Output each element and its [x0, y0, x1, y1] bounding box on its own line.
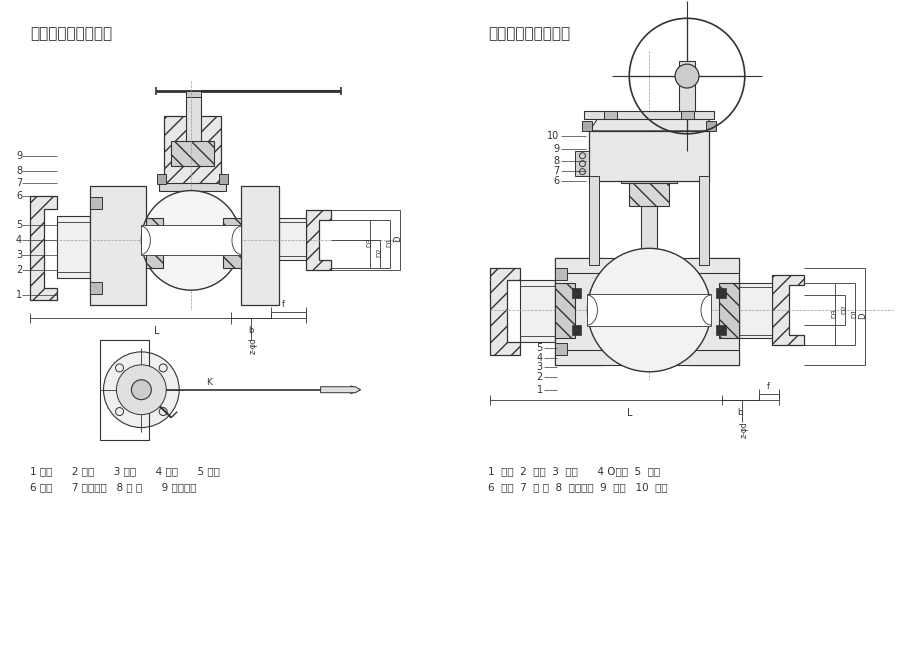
- Text: 6 阀杆      7 平面轴承   8 填 料      9 填料压盖: 6 阀杆 7 平面轴承 8 填 料 9 填料压盖: [29, 482, 196, 492]
- Circle shape: [117, 365, 166, 415]
- Polygon shape: [305, 210, 330, 270]
- Polygon shape: [241, 186, 278, 305]
- Polygon shape: [278, 219, 305, 260]
- Polygon shape: [718, 283, 738, 338]
- Polygon shape: [320, 387, 360, 393]
- Polygon shape: [573, 151, 589, 176]
- Polygon shape: [738, 283, 771, 338]
- Polygon shape: [186, 91, 201, 97]
- Bar: [715, 325, 725, 335]
- Polygon shape: [89, 282, 101, 294]
- Polygon shape: [678, 61, 694, 111]
- Text: D2: D2: [841, 304, 846, 314]
- Polygon shape: [186, 96, 201, 141]
- Polygon shape: [146, 219, 163, 268]
- Bar: [587, 294, 710, 326]
- Polygon shape: [698, 176, 709, 265]
- Polygon shape: [629, 180, 668, 206]
- Polygon shape: [688, 258, 738, 365]
- Text: 3: 3: [536, 362, 542, 372]
- Text: 浮动球阀构造示意图: 浮动球阀构造示意图: [29, 26, 112, 41]
- Polygon shape: [489, 268, 519, 355]
- Circle shape: [587, 248, 710, 372]
- Polygon shape: [589, 131, 709, 180]
- Polygon shape: [620, 176, 676, 183]
- Polygon shape: [604, 111, 617, 119]
- Polygon shape: [554, 268, 566, 280]
- Polygon shape: [89, 186, 146, 305]
- Polygon shape: [171, 141, 214, 166]
- Polygon shape: [641, 201, 656, 258]
- Polygon shape: [554, 343, 566, 355]
- Text: D: D: [392, 235, 402, 242]
- Text: 9: 9: [16, 151, 22, 161]
- Text: 6: 6: [16, 191, 22, 201]
- Text: 8: 8: [553, 156, 559, 166]
- Text: D3: D3: [366, 238, 372, 247]
- Text: D2: D2: [376, 247, 382, 257]
- Text: 4: 4: [536, 353, 542, 363]
- Text: 7: 7: [552, 165, 559, 176]
- Text: 8: 8: [16, 165, 22, 176]
- Text: b: b: [248, 326, 254, 335]
- Text: z-φd: z-φd: [739, 421, 748, 438]
- Text: 6: 6: [553, 176, 559, 186]
- Polygon shape: [89, 197, 101, 208]
- Polygon shape: [57, 217, 89, 278]
- Text: L: L: [153, 326, 159, 336]
- Polygon shape: [554, 258, 604, 365]
- Polygon shape: [159, 183, 226, 191]
- Text: 2: 2: [536, 372, 542, 381]
- Bar: [142, 225, 241, 255]
- Polygon shape: [554, 350, 738, 365]
- Text: 1: 1: [536, 385, 542, 395]
- Circle shape: [142, 191, 241, 290]
- Text: 1 阀盖      2 阀体      3 垫片      4 阀座      5 球体: 1 阀盖 2 阀体 3 垫片 4 阀座 5 球体: [29, 466, 220, 477]
- Bar: [715, 288, 725, 298]
- Text: K: K: [206, 378, 211, 387]
- Polygon shape: [222, 219, 241, 268]
- Text: 4: 4: [16, 236, 22, 245]
- Text: 1: 1: [16, 290, 22, 300]
- Text: D1: D1: [386, 238, 391, 247]
- Polygon shape: [519, 280, 554, 342]
- Text: 1  阀体  2  阀盖  3  球体      4 O形圈  5  阀座: 1 阀体 2 阀盖 3 球体 4 O形圈 5 阀座: [487, 466, 659, 477]
- Polygon shape: [584, 111, 713, 119]
- Text: D: D: [857, 312, 867, 319]
- Circle shape: [675, 64, 698, 88]
- Polygon shape: [554, 258, 738, 273]
- Bar: [571, 288, 581, 298]
- Text: 6  阀杆  7  填 料  8  填料压盖  9  支架   10  蜗轮: 6 阀杆 7 填 料 8 填料压盖 9 支架 10 蜗轮: [487, 482, 667, 492]
- Circle shape: [104, 352, 179, 428]
- Text: z-φd: z-φd: [249, 337, 257, 354]
- Text: f: f: [282, 299, 285, 309]
- Text: 3: 3: [16, 250, 22, 260]
- Text: 10: 10: [547, 131, 559, 141]
- Text: L: L: [626, 408, 631, 418]
- Text: 9: 9: [553, 144, 559, 154]
- Polygon shape: [771, 275, 802, 345]
- Polygon shape: [157, 174, 166, 184]
- Text: 固定球阀构造示意图: 固定球阀构造示意图: [487, 26, 570, 41]
- Polygon shape: [680, 111, 693, 119]
- Text: 2: 2: [16, 265, 22, 275]
- Polygon shape: [219, 174, 228, 184]
- Polygon shape: [165, 116, 221, 186]
- Text: 7: 7: [16, 178, 22, 187]
- Circle shape: [131, 380, 151, 400]
- Text: D3: D3: [831, 308, 836, 318]
- Polygon shape: [582, 121, 592, 131]
- Text: f: f: [766, 382, 769, 391]
- Polygon shape: [589, 116, 709, 131]
- Polygon shape: [554, 283, 573, 338]
- Text: D1: D1: [850, 308, 857, 318]
- Text: b: b: [736, 408, 742, 417]
- Text: 5: 5: [536, 343, 542, 353]
- Bar: [571, 325, 581, 335]
- Polygon shape: [29, 195, 57, 300]
- Polygon shape: [589, 176, 599, 265]
- Text: 5: 5: [16, 221, 22, 230]
- Polygon shape: [705, 121, 715, 131]
